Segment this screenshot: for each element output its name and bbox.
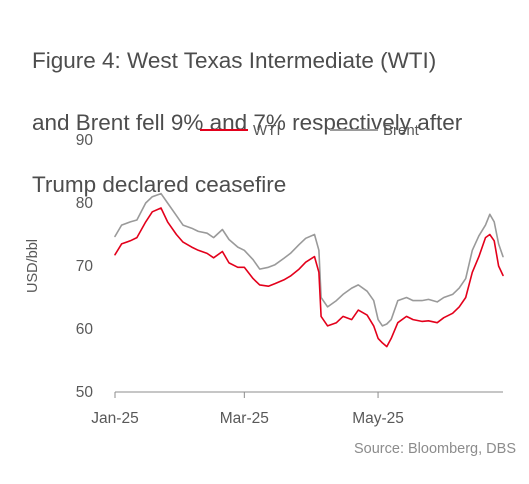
y-axis: 50 60 70 80 90 <box>76 132 94 401</box>
series-line-brent <box>114 192 504 327</box>
x-tick-label: Mar-25 <box>220 410 269 427</box>
y-axis-label: USD/bbl <box>25 239 41 293</box>
chart-title-line-1: Figure 4: West Texas Intermediate (WTI) <box>32 48 437 73</box>
series-lines <box>114 192 504 348</box>
y-tick-label: 60 <box>76 321 94 338</box>
series-line-wti <box>114 207 504 348</box>
x-tick-label: May-25 <box>352 410 404 427</box>
legend-label-brent: Brent <box>383 122 420 139</box>
chart-title-line-3: Trump declared ceasefire <box>32 172 287 197</box>
chart-title: Figure 4: West Texas Intermediate (WTI) … <box>32 14 522 231</box>
y-tick-label: 90 <box>76 132 94 149</box>
source-note: Source: Bloomberg, DBS <box>354 441 516 457</box>
legend-label-wti: WTI <box>253 122 281 139</box>
x-tick-label: Jan-25 <box>91 410 138 427</box>
y-tick-label: 80 <box>76 195 94 212</box>
y-tick-label: 70 <box>76 258 94 275</box>
x-axis: Jan-25 Mar-25 May-25 <box>91 391 503 427</box>
legend: WTI Brent <box>200 122 420 139</box>
y-tick-label: 50 <box>76 384 94 401</box>
